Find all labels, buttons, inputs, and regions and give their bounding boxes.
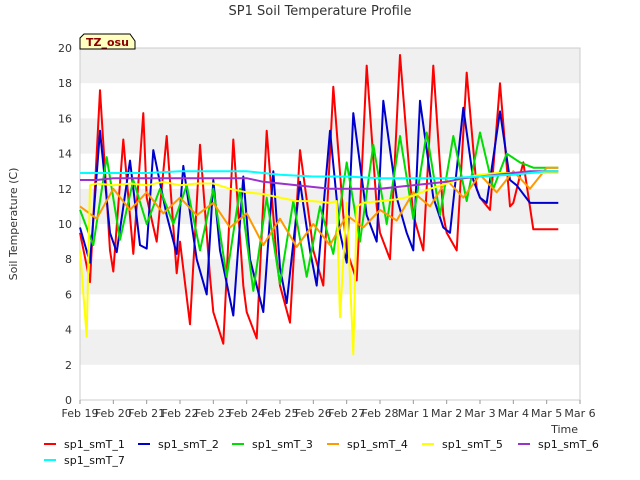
y-tick-label: 0 [65, 394, 72, 407]
y-tick-label: 18 [58, 77, 72, 90]
legend-label: sp1_smT_2 [158, 438, 219, 451]
series-line-sp1_smT_7 [80, 170, 559, 180]
series-line-sp1_smT_3 [79, 131, 559, 292]
badge: TZ_osu [79, 33, 136, 50]
plot-frame [79, 47, 581, 401]
chart-title: SP1 Soil Temperature Profile [229, 4, 412, 19]
x-tick-label: Feb 22 [162, 407, 199, 420]
x-tick-label: Mar 3 [464, 407, 495, 420]
x-tick-label: Feb 20 [95, 407, 132, 420]
y-axis-label: Soil Temperature (C) [7, 168, 20, 281]
series-line-sp1_smT_4 [79, 166, 559, 248]
y-tick-label: 8 [65, 253, 72, 266]
legend-label: sp1_smT_4 [347, 438, 408, 451]
legend-label: sp1_smT_6 [538, 438, 599, 451]
x-axis-label: Time [550, 423, 578, 436]
grid-bands [80, 48, 580, 365]
grid-band [80, 259, 580, 295]
y-tick-label: 16 [58, 112, 72, 125]
x-tick-label: Mar 2 [431, 407, 462, 420]
grid-band [80, 329, 580, 365]
x-tick-label: Feb 25 [262, 407, 299, 420]
legend-label: sp1_smT_5 [442, 438, 503, 451]
y-ticks: 0 2 4 6 8 10 12 14 16 18 20 [58, 42, 72, 407]
x-tick-label: Feb 23 [195, 407, 232, 420]
x-tick-label: Feb 27 [328, 407, 365, 420]
legend: sp1_smT_1 sp1_smT_2 sp1_smT_3 sp1_smT_4 sp1_… [44, 438, 599, 467]
badge-label: TZ_osu [86, 36, 129, 49]
y-tick-label: 4 [65, 324, 72, 337]
x-tick-label: Feb 26 [295, 407, 332, 420]
legend-label: sp1_smT_1 [64, 438, 125, 451]
y-tick-label: 6 [65, 288, 72, 301]
x-tick-label: Mar 4 [498, 407, 529, 420]
grid-band [80, 48, 580, 84]
y-tick-label: 2 [65, 359, 72, 372]
y-tick-label: 10 [58, 218, 72, 231]
x-tick-label: Feb 21 [128, 407, 165, 420]
y-tick-label: 20 [58, 42, 72, 55]
grid-band [80, 188, 580, 224]
legend-label: sp1_smT_3 [252, 438, 313, 451]
badge-box [79, 33, 136, 50]
x-tick-label: Mar 6 [564, 407, 595, 420]
x-tick-label: Mar 5 [531, 407, 562, 420]
x-tick-label: Feb 19 [62, 407, 99, 420]
x-tick-label: Feb 28 [362, 407, 399, 420]
x-tick-label: Mar 1 [398, 407, 429, 420]
series-lines [79, 54, 559, 356]
y-tick-label: 12 [58, 183, 72, 196]
legend-label: sp1_smT_7 [64, 454, 125, 467]
y-tick-label: 14 [58, 148, 72, 161]
x-tick-label: Feb 24 [228, 407, 265, 420]
